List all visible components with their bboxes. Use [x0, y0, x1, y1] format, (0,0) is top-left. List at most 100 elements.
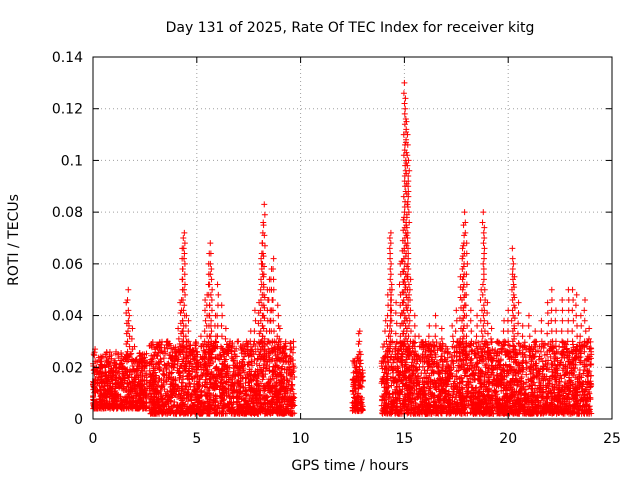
data-point — [228, 382, 235, 389]
data-point — [206, 357, 213, 364]
data-point — [207, 404, 214, 411]
data-point — [216, 386, 223, 393]
data-point — [138, 367, 145, 374]
data-point — [254, 382, 261, 389]
data-point — [119, 385, 126, 392]
data-point — [98, 391, 105, 398]
data-point — [260, 364, 267, 371]
data-point — [352, 398, 359, 405]
data-point — [283, 369, 290, 376]
data-point — [159, 370, 166, 377]
data-point — [178, 390, 185, 397]
data-point — [152, 387, 159, 394]
data-point — [203, 384, 210, 391]
data-point — [129, 386, 136, 393]
data-point — [150, 397, 157, 404]
data-point — [212, 365, 219, 372]
data-point — [143, 350, 150, 357]
data-point — [213, 339, 220, 346]
data-point — [222, 370, 229, 377]
data-point — [192, 373, 199, 380]
data-point — [220, 405, 227, 412]
data-point — [230, 362, 237, 369]
data-point — [275, 391, 282, 398]
data-point — [269, 401, 276, 408]
data-point — [115, 355, 122, 362]
data-point — [126, 367, 133, 374]
data-point — [277, 408, 284, 415]
data-point — [101, 376, 108, 383]
data-point — [211, 402, 218, 409]
data-point — [253, 387, 260, 394]
data-point — [238, 344, 245, 351]
data-point — [206, 375, 213, 382]
data-point — [279, 349, 286, 356]
data-point — [91, 403, 98, 410]
data-point — [290, 338, 297, 345]
data-point — [171, 361, 178, 368]
data-point — [164, 396, 171, 403]
data-point — [349, 357, 356, 364]
data-point — [245, 352, 252, 359]
data-point — [103, 380, 110, 387]
data-point — [264, 408, 271, 415]
data-point — [246, 382, 253, 389]
data-point — [171, 399, 178, 406]
data-point — [161, 386, 168, 393]
data-point — [213, 410, 220, 417]
data-point — [355, 394, 362, 401]
data-point — [353, 402, 360, 409]
data-point — [287, 385, 294, 392]
data-point — [168, 374, 175, 381]
data-point — [142, 391, 149, 398]
data-point — [257, 400, 264, 407]
data-point — [99, 402, 106, 409]
data-point — [122, 356, 129, 363]
data-point — [189, 376, 196, 383]
data-point — [99, 384, 106, 391]
data-point — [268, 388, 275, 395]
data-point — [159, 409, 166, 416]
data-point — [118, 350, 125, 357]
data-point — [188, 410, 195, 417]
data-point — [134, 405, 141, 412]
data-point — [289, 401, 296, 408]
data-point — [151, 377, 158, 384]
data-point — [248, 377, 255, 384]
data-point — [203, 392, 210, 399]
data-point — [158, 358, 165, 365]
data-point — [160, 403, 167, 410]
data-point — [228, 405, 235, 412]
data-point — [282, 354, 289, 361]
data-point — [197, 401, 204, 408]
data-point — [185, 368, 192, 375]
data-point — [356, 366, 363, 373]
data-point — [192, 339, 199, 346]
data-point — [352, 395, 359, 402]
data-point — [201, 361, 208, 368]
data-point — [93, 398, 100, 405]
data-point — [280, 357, 287, 364]
data-point — [240, 374, 247, 381]
data-point — [239, 345, 246, 352]
data-point — [259, 376, 266, 383]
data-point — [237, 405, 244, 412]
data-point — [173, 407, 180, 414]
data-point — [137, 394, 144, 401]
data-point — [281, 395, 288, 402]
data-point — [194, 393, 201, 400]
data-point — [128, 374, 135, 381]
data-point — [259, 368, 266, 375]
data-point — [286, 366, 293, 373]
data-point — [251, 371, 258, 378]
data-point — [158, 384, 165, 391]
data-point — [288, 346, 295, 353]
data-point — [203, 367, 210, 374]
data-point — [230, 389, 237, 396]
data-point — [232, 372, 239, 379]
data-point — [184, 375, 191, 382]
data-point — [223, 378, 230, 385]
data-point — [231, 382, 238, 389]
data-point — [242, 397, 249, 404]
data-point — [155, 409, 162, 416]
